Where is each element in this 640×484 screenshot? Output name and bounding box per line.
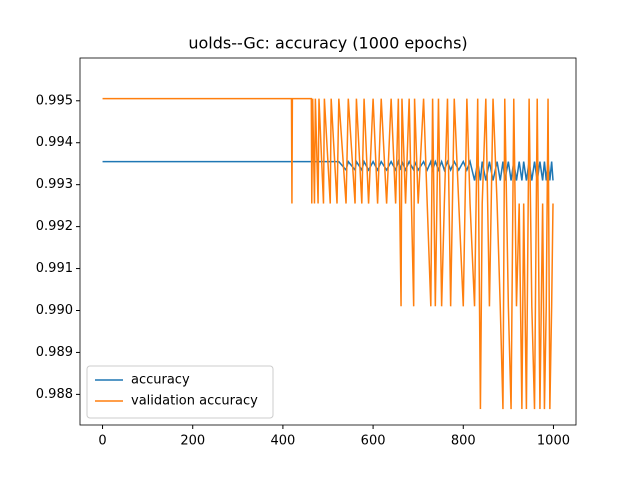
x-tick-label: 400 [270,434,295,449]
y-tick-label: 0.991 [36,261,73,276]
y-tick-label: 0.992 [36,219,73,234]
line [102,97,554,410]
y-tick-label: 0.989 [36,345,73,360]
y-tick-label: 0.988 [36,387,73,402]
legend-label: validation accuracy [131,394,258,409]
legend-label: accuracy [131,373,190,388]
y-tick-label: 0.994 [36,135,73,150]
x-tick-label: 1000 [537,434,570,449]
y-tick-label: 0.990 [36,303,73,318]
x-tick-label: 800 [451,434,476,449]
x-tick-label: 0 [98,434,106,449]
y-tick-label: 0.995 [36,93,73,108]
y-tick-label: 0.993 [36,177,73,192]
legend-box [86,365,274,419]
x-tick-label: 200 [180,434,205,449]
chart-title: uolds--Gc: accuracy (1000 epochs) [188,34,467,53]
plot-frame [79,57,577,426]
x-tick-label: 600 [361,434,386,449]
